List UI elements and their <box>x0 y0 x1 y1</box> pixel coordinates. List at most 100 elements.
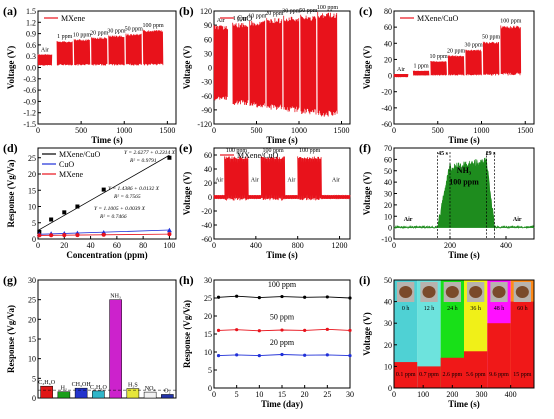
bar <box>143 391 157 399</box>
y-tick-label: -90 <box>201 106 212 115</box>
segment-label: 30 ppm <box>282 9 301 15</box>
data-point <box>216 328 221 332</box>
y-tick-label: 25 <box>204 294 212 303</box>
x-tick-label: 20 <box>301 390 309 399</box>
data-point <box>257 354 261 358</box>
signal-segment <box>447 55 465 76</box>
y-tick-label: -0.6 <box>23 86 36 95</box>
concentration-label: 15 ppm <box>513 372 532 378</box>
segment-label: Air <box>397 67 405 73</box>
y-tick-label: 0.3 <box>26 52 36 61</box>
data-point <box>280 294 284 299</box>
y-axis-label: Voltage (V) <box>182 172 192 215</box>
y-tick-label: -120 <box>197 120 212 129</box>
y-tick-label: -60 <box>381 120 392 129</box>
signal-segment <box>266 18 283 110</box>
y-tick-label: -20 <box>201 207 212 216</box>
x-tick-label: 20 <box>60 241 68 250</box>
y-tick-label: 15 <box>28 186 36 195</box>
legend-label: MXene <box>61 14 85 23</box>
data-point <box>167 232 172 237</box>
meat-sample <box>399 286 413 298</box>
y-tick-label: 60 <box>204 151 212 160</box>
y-tick-label: 20 <box>204 179 212 188</box>
x-tick-label: 800 <box>292 241 304 250</box>
signal-segment <box>430 60 447 76</box>
signal-segment <box>213 25 228 101</box>
y-tick-label: 30 <box>28 276 36 285</box>
bar <box>109 299 122 399</box>
meat-sample <box>445 286 459 298</box>
y-axis-label: Voltage (V) <box>362 312 372 355</box>
legend-label: CuO <box>59 160 74 169</box>
panel-label: (d) <box>3 141 18 155</box>
x-tick-label: 100 <box>417 390 429 399</box>
condition-background <box>417 280 441 388</box>
segment-label: Air <box>332 178 340 184</box>
y-axis-label: Voltage (V) <box>182 46 192 89</box>
data-point <box>49 217 54 222</box>
y-tick-label: 30 <box>384 190 392 199</box>
y-tick-label: 25 <box>28 154 36 163</box>
y-tick-label: 0.0 <box>26 64 36 73</box>
annotation: 45 s <box>438 151 449 157</box>
x-tick-label: 0 <box>392 126 396 135</box>
y-tick-label: 10 <box>384 362 392 371</box>
meat-sample <box>469 286 483 298</box>
data-point <box>325 353 329 357</box>
bar <box>92 390 105 399</box>
y-tick-label: 0.6 <box>26 41 36 50</box>
data-point <box>280 352 284 357</box>
panel-h: 0 5 10 15 20 25 30 0 5 10 15 20 25 30 Time (day) Respon… <box>179 273 354 409</box>
signal-segment <box>37 54 53 66</box>
fit-r2: R² = 0.7466 <box>99 213 127 220</box>
y-tick-label: 40 <box>384 39 392 48</box>
panel-label: (e) <box>179 141 192 155</box>
legend-label: CuO <box>237 14 252 23</box>
annotation: 29 s <box>486 151 497 157</box>
y-tick-label: -10 <box>381 235 392 244</box>
y-tick-label: 10 <box>28 355 36 364</box>
y-tick-label: 20 <box>204 312 212 321</box>
fit-r2: R² = 0.7565 <box>113 194 141 200</box>
y-tick-label: 20 <box>28 170 36 179</box>
bar-category-label: CH₃OH <box>72 382 92 388</box>
segment-label: 100 ppm <box>143 23 165 29</box>
legend-label: MXene <box>59 170 83 179</box>
signal-segment <box>300 14 317 115</box>
voltage-bar <box>440 357 464 388</box>
baseline-signal <box>284 194 299 200</box>
data-point <box>303 353 307 357</box>
x-axis-label: Time (s) <box>448 399 480 409</box>
panel-label: (c) <box>359 4 372 18</box>
data-point <box>101 232 106 237</box>
signal-segment <box>142 29 164 66</box>
x-tick-label: 0 <box>212 241 216 250</box>
concentration-label: 2.6 ppm <box>442 372 462 378</box>
data-point <box>166 227 172 233</box>
bar-category-label: NH₃ <box>110 294 121 300</box>
x-axis-label: Time (day) <box>261 399 303 409</box>
y-axis-label: Response (Vg/Va) <box>182 300 192 368</box>
signal-segment <box>465 49 482 76</box>
y-tick-label: 10 <box>28 203 36 212</box>
y-axis-label: Response (Vg/Va) <box>6 160 16 228</box>
signal-segment <box>283 15 300 113</box>
plot-frame <box>37 279 177 399</box>
data-point <box>235 328 239 332</box>
x-axis-label: Time (s) <box>266 250 298 260</box>
y-tick-label: -40 <box>201 221 212 230</box>
y-tick-label: 0 <box>208 193 212 202</box>
segment-label: 100 ppm <box>226 148 248 154</box>
segment-label: 30 ppm <box>107 28 126 34</box>
segment-label: 100 ppm <box>263 148 285 154</box>
segment-label: 20 ppm <box>447 48 466 54</box>
data-point <box>348 328 352 332</box>
y-tick-label: 60 <box>384 155 392 164</box>
baseline-signal <box>321 194 351 200</box>
panel-e: 0 400 800 1200 -60 -40 -20 0 20 40 60 Time (s) Volta… <box>179 141 351 260</box>
y-tick-label: 1.5 <box>26 7 36 16</box>
bar-category-label: C₂H₆O <box>90 385 108 391</box>
segment-label: Air <box>41 47 49 53</box>
x-tick-label: 300 <box>476 390 488 399</box>
